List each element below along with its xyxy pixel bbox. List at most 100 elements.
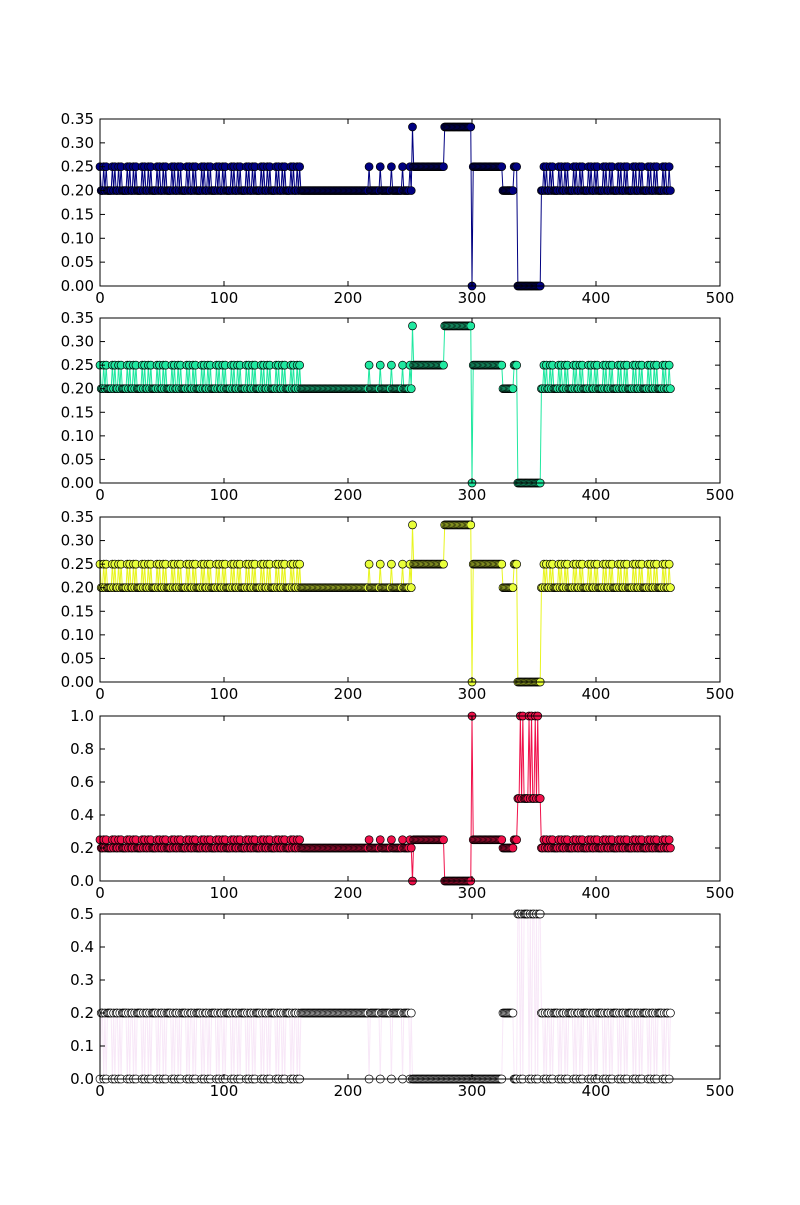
y-tick-label: 0.00 <box>61 673 94 691</box>
series-3 <box>95 520 675 687</box>
y-tick-label: 0.20 <box>61 380 94 398</box>
data-point <box>439 835 448 845</box>
data-point <box>497 162 507 172</box>
x-tick-label: 100 <box>210 289 239 307</box>
data-point <box>439 559 448 569</box>
x-tick-label: 300 <box>458 1082 487 1100</box>
series-2 <box>95 321 675 488</box>
y-tick-label: 0.10 <box>61 427 94 445</box>
data-point <box>666 384 675 394</box>
y-tick-label: 0.8 <box>70 740 94 758</box>
axes-frame <box>99 118 721 287</box>
data-point <box>439 162 448 172</box>
y-tick-label: 0.00 <box>61 277 94 295</box>
x-tick-label: 500 <box>706 289 735 307</box>
data-point <box>664 559 674 569</box>
axes-frame <box>99 516 721 683</box>
data-point <box>398 835 407 845</box>
x-tick-label: 0 <box>95 884 105 902</box>
data-point <box>664 360 674 370</box>
y-tick-label: 0.35 <box>61 309 94 327</box>
y-tick-label: 0.15 <box>61 602 94 620</box>
data-point <box>512 559 521 569</box>
x-tick-label: 500 <box>706 1082 735 1100</box>
data-point <box>375 559 385 569</box>
y-tick-label: 0.20 <box>61 182 94 200</box>
data-point <box>398 559 407 569</box>
plot-area <box>100 119 720 286</box>
subplot-1: 0 100 200 300 400 500 0.00 0.05 0.10 0.15 0.20 0.25… <box>61 110 735 307</box>
x-tick-label: 500 <box>706 884 735 902</box>
data-point <box>664 162 674 172</box>
data-point <box>375 162 385 172</box>
data-point <box>406 843 416 853</box>
y-tick-label: 0.25 <box>61 158 94 176</box>
data-point <box>408 520 417 530</box>
data-point <box>406 583 416 593</box>
data-point <box>497 360 507 370</box>
axes-frame <box>99 317 721 484</box>
data-point <box>439 360 448 370</box>
data-point <box>398 360 407 370</box>
series-1 <box>95 122 675 291</box>
data-point <box>295 835 304 845</box>
data-point <box>666 1008 675 1018</box>
y-tick-label: 0.2 <box>70 839 94 857</box>
y-tick-label: 1.0 <box>70 707 94 725</box>
x-tick-label: 400 <box>582 1082 611 1100</box>
data-point <box>508 384 518 394</box>
data-point <box>364 162 374 172</box>
x-tick-label: 400 <box>582 685 611 703</box>
x-tick-label: 500 <box>706 486 735 504</box>
x-tick-label: 100 <box>210 884 239 902</box>
x-tick-label: 400 <box>582 289 611 307</box>
data-point <box>406 1008 416 1018</box>
data-point <box>375 360 385 370</box>
data-point <box>387 162 396 172</box>
y-tick-label: 0.5 <box>70 905 94 923</box>
data-point <box>364 835 374 845</box>
x-tick-label: 200 <box>334 486 363 504</box>
axes-frame <box>99 715 721 882</box>
data-point <box>375 835 385 845</box>
x-tick-label: 0 <box>95 685 105 703</box>
data-point <box>387 559 396 569</box>
data-point <box>364 559 374 569</box>
data-point <box>508 1008 518 1018</box>
y-tick-label: 0.30 <box>61 532 94 550</box>
subplot-5: 0 100 200 300 400 500 0.0 0.1 0.2 0.3 0.4 0.5 <box>70 905 734 1100</box>
x-tick-label: 100 <box>210 486 239 504</box>
data-point <box>364 360 374 370</box>
plot-area <box>100 318 720 483</box>
data-point <box>295 559 304 569</box>
x-tick-label: 300 <box>458 685 487 703</box>
y-tick-label: 0.3 <box>70 971 94 989</box>
y-tick-label: 0.30 <box>61 333 94 351</box>
y-tick-label: 0.25 <box>61 555 94 573</box>
y-tick-label: 0.10 <box>61 229 94 247</box>
x-tick-label: 100 <box>210 685 239 703</box>
data-point <box>666 843 675 853</box>
series-5 <box>95 909 675 1084</box>
plot-area <box>100 716 720 881</box>
x-tick-label: 200 <box>334 1082 363 1100</box>
data-point <box>408 122 417 132</box>
data-point <box>508 843 518 853</box>
data-point <box>512 835 521 845</box>
data-point <box>466 520 476 530</box>
data-point <box>466 321 476 331</box>
x-tick-label: 300 <box>458 884 487 902</box>
x-tick-label: 400 <box>582 884 611 902</box>
data-point <box>666 583 675 593</box>
y-tick-label: 0.30 <box>61 134 94 152</box>
y-tick-label: 0.0 <box>70 872 94 890</box>
y-tick-label: 0.6 <box>70 773 94 791</box>
y-tick-label: 0.2 <box>70 1004 94 1022</box>
y-tick-label: 0.0 <box>70 1070 94 1088</box>
data-point <box>295 162 304 172</box>
y-tick-label: 0.15 <box>61 403 94 421</box>
y-tick-label: 0.05 <box>61 649 94 667</box>
data-point <box>406 384 416 394</box>
data-point <box>408 321 417 331</box>
